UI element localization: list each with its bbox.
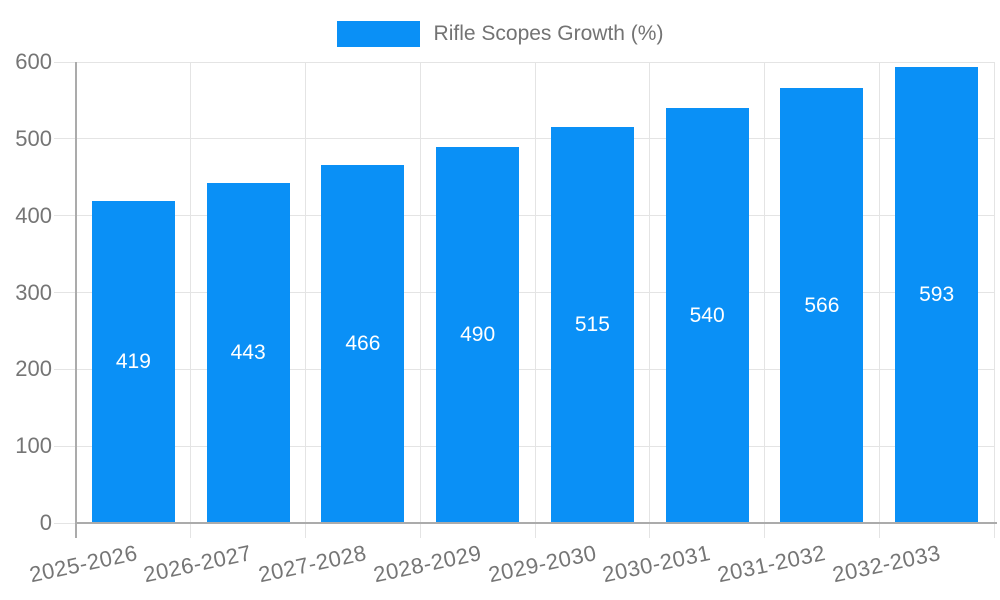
bar-value-label: 540: [689, 303, 725, 327]
y-tick-label: 200: [15, 356, 52, 382]
bar: 490: [436, 146, 520, 523]
x-axis-tick: [878, 523, 880, 538]
x-axis-tick: [419, 523, 421, 538]
bar: 593: [895, 67, 979, 523]
y-tick-label: 0: [39, 510, 52, 535]
bar: 443: [206, 182, 290, 523]
gridline-vertical: [764, 62, 765, 523]
x-tick-label: 2031-2032: [715, 540, 828, 588]
bar: 419: [91, 201, 175, 523]
bar-value-label: 566: [804, 293, 840, 317]
bar-value-label: 466: [345, 331, 381, 355]
x-tick-label: 2027-2028: [256, 540, 369, 588]
x-tick-label: 2025-2026: [26, 540, 140, 588]
y-tick-label: 400: [15, 202, 52, 228]
bar: 466: [321, 164, 405, 523]
gridline-horizontal: [54, 61, 994, 63]
x-tick-label: 2029-2030: [485, 540, 599, 588]
bar-value-label: 515: [574, 313, 610, 337]
x-axis-tick: [305, 523, 306, 538]
x-axis-tick: [764, 523, 765, 538]
bar-value-label: 490: [460, 322, 496, 346]
y-tick-label: 100: [15, 433, 52, 459]
gridline-horizontal: [54, 292, 994, 293]
gridline-vertical: [190, 62, 192, 523]
y-axis-tick: [54, 522, 76, 524]
gridline-vertical: [534, 62, 536, 523]
x-tick-label: 2026-2027: [141, 540, 255, 588]
legend[interactable]: Rifle Scopes Growth (%): [0, 18, 1000, 50]
gridline-horizontal: [54, 445, 994, 447]
gridline-horizontal: [54, 138, 994, 140]
bar: 515: [550, 127, 634, 523]
x-axis-line: [76, 522, 997, 524]
x-axis-tick: [190, 523, 192, 538]
gridline-horizontal: [54, 368, 994, 370]
bar-value-label: 419: [115, 350, 151, 374]
bar-value-label: 443: [230, 340, 266, 364]
x-axis-tick: [534, 523, 536, 538]
bar-value-label: 593: [919, 283, 955, 307]
x-axis-tick: [649, 523, 651, 538]
y-tick-label: 300: [15, 279, 52, 305]
bar: 566: [780, 88, 864, 523]
gridline-vertical: [878, 62, 880, 523]
gridline-vertical: [993, 62, 995, 523]
y-tick-label: 600: [15, 49, 52, 74]
x-tick-label: 2028-2029: [371, 540, 484, 588]
gridline-vertical: [419, 62, 421, 523]
gridline-vertical: [305, 62, 306, 523]
gridline-horizontal: [54, 215, 994, 217]
x-axis-tick: [993, 523, 995, 538]
x-tick-label: 2030-2031: [600, 540, 714, 588]
x-tick-label: 2032-2033: [830, 540, 943, 588]
gridline-vertical: [649, 62, 651, 523]
legend-swatch: [336, 21, 420, 47]
bar: 540: [665, 108, 749, 523]
y-tick-label: 500: [15, 125, 52, 151]
y-axis-line: [74, 62, 77, 538]
legend-label: Rifle Scopes Growth (%): [433, 22, 664, 45]
